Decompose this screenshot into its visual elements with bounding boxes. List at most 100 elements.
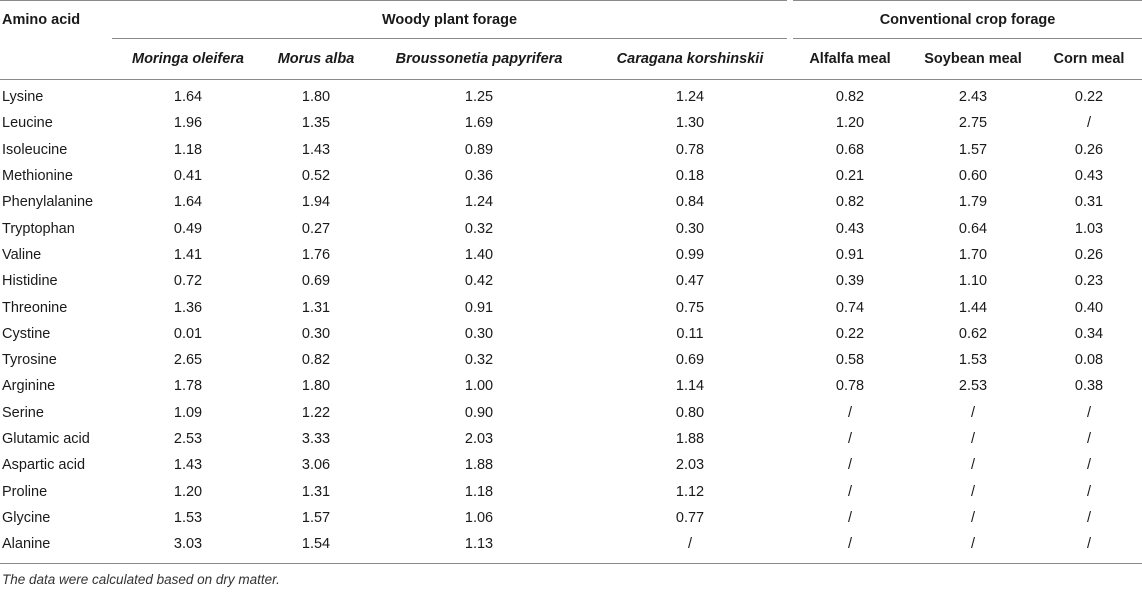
table-cell: 1.88	[464, 457, 494, 474]
amino-acid-name: Tyrosine	[2, 352, 57, 369]
amino-acid-table: Amino acid Woody plant forage Convention…	[0, 0, 1142, 564]
column-header: Soybean meal	[924, 51, 1022, 67]
amino-acid-name: Proline	[2, 483, 48, 500]
column-header: Corn meal	[1053, 51, 1125, 67]
table-row: Tyrosine 2.65 0.82 0.32 0.69 0.58 1.53 0.08	[0, 347, 1142, 373]
table-cell: 1.76	[301, 246, 331, 263]
amino-acid-name: Arginine	[2, 378, 56, 395]
table-cell: 1.40	[464, 246, 494, 263]
table-cell: 1.96	[173, 115, 203, 132]
amino-acid-name: Lysine	[2, 89, 44, 106]
table-cell: 0.82	[835, 194, 865, 211]
table-cell: 1.64	[173, 89, 203, 106]
table-cell: 0.31	[1074, 194, 1104, 211]
table-cell: 0.22	[1074, 89, 1104, 106]
table-cell: 1.06	[464, 509, 494, 526]
table-cell: /	[1087, 404, 1092, 421]
table-cell: 1.88	[675, 431, 705, 447]
table-cell: 0.77	[675, 509, 705, 526]
table-cell: /	[848, 431, 853, 447]
table-row: Threonine 1.36 1.31 0.91 0.75 0.74 1.44 0.40	[0, 294, 1142, 320]
table-cell: 0.11	[676, 325, 704, 342]
group-header-woody: Woody plant forage	[112, 0, 791, 39]
table-cell: 1.22	[301, 404, 331, 421]
table-cell: 1.53	[173, 509, 203, 526]
table-cell: /	[848, 536, 853, 553]
table-cell: 0.38	[1074, 378, 1104, 395]
table-cell: 0.62	[958, 325, 988, 342]
table-cell: 0.82	[301, 352, 331, 369]
table-cell: 0.60	[958, 168, 988, 185]
table-cell: 1.24	[675, 89, 705, 106]
table-cell: 1.18	[173, 141, 203, 158]
column-header: Caragana korshinskii	[616, 51, 764, 67]
table-cell: 0.82	[835, 89, 865, 106]
table-cell: /	[971, 431, 976, 447]
table-cell: 0.90	[464, 404, 494, 421]
table-row: Proline 1.20 1.31 1.18 1.12 / / /	[0, 478, 1142, 504]
table-cell: 1.31	[301, 483, 331, 500]
column-header: Moringa oleifera	[132, 51, 244, 67]
table-cell: 1.20	[173, 483, 203, 500]
table-cell: /	[1087, 431, 1092, 447]
table-cell: 0.26	[1074, 141, 1104, 158]
table-cell: 0.41	[173, 168, 203, 185]
table-cell: 0.08	[1074, 352, 1104, 369]
table-cell: 0.91	[464, 299, 494, 316]
table-cell: 0.52	[301, 168, 331, 185]
amino-acid-name: Leucine	[2, 115, 53, 132]
amino-acid-name: Valine	[2, 246, 42, 263]
amino-acid-name: Phenylalanine	[2, 194, 94, 211]
table-cell: 3.33	[301, 431, 331, 447]
table-cell: 0.75	[675, 299, 705, 316]
table-header: Amino acid Woody plant forage Convention…	[0, 0, 1142, 80]
table-row: Glutamic acid 2.53 3.33 2.03 1.88 / / /	[0, 426, 1142, 452]
amino-acid-name: Glutamic acid	[2, 431, 90, 447]
table-cell: 1.31	[301, 299, 331, 316]
corner-header: Amino acid	[2, 12, 81, 28]
table-cell: 0.78	[675, 141, 705, 158]
table-cell: 0.49	[173, 220, 203, 237]
table-cell: 0.72	[173, 273, 203, 290]
table-cell: 1.24	[464, 194, 494, 211]
amino-acid-name: Serine	[2, 404, 44, 421]
table-cell: 1.41	[173, 246, 203, 263]
table-cell: /	[971, 457, 976, 474]
table-cell: 0.69	[675, 352, 705, 369]
table-cell: 1.57	[958, 141, 988, 158]
group-header-conventional: Conventional crop forage	[787, 0, 1142, 39]
table-row: Phenylalanine 1.64 1.94 1.24 0.84 0.82 1.79 0.3…	[0, 189, 1142, 215]
table-cell: 0.43	[1074, 168, 1104, 185]
table-cell: /	[971, 404, 976, 421]
table-cell: 0.89	[464, 141, 494, 158]
table-row: Methionine 0.41 0.52 0.36 0.18 0.21 0.60 0.43	[0, 163, 1142, 189]
table-cell: 1.53	[958, 352, 988, 369]
amino-acid-name: Aspartic acid	[2, 457, 86, 474]
table-cell: 2.65	[173, 352, 203, 369]
amino-acid-name: Isoleucine	[2, 141, 68, 158]
table-cell: /	[1087, 483, 1092, 500]
table-cell: 0.22	[835, 325, 865, 342]
table-row: Aspartic acid 1.43 3.06 1.88 2.03 / / /	[0, 452, 1142, 478]
table-cell: 1.79	[958, 194, 988, 211]
table-cell: 1.00	[464, 378, 494, 395]
table-cell: 1.35	[301, 115, 331, 132]
table-row: Valine 1.41 1.76 1.40 0.99 0.91 1.70 0.26	[0, 242, 1142, 268]
table-cell: 1.80	[301, 378, 331, 395]
table-cell: 0.21	[835, 168, 865, 185]
table-footnote: The data were calculated based on dry ma…	[2, 572, 280, 588]
table-cell: 2.75	[958, 115, 988, 132]
table-cell: 1.18	[464, 483, 494, 500]
table-cell: 0.64	[958, 220, 988, 237]
table-cell: 0.69	[301, 273, 331, 290]
table-row: Alanine 3.03 1.54 1.13 / / / /	[0, 531, 1142, 564]
table-cell: /	[687, 536, 693, 553]
table-cell: 0.68	[835, 141, 865, 158]
table-cell: 2.03	[464, 431, 494, 447]
table-cell: 0.78	[835, 378, 865, 395]
table-cell: 0.91	[835, 246, 865, 263]
table-cell: 1.43	[301, 141, 331, 158]
table-cell: /	[848, 404, 853, 421]
amino-acid-table-container: Amino acid Woody plant forage Convention…	[0, 0, 1142, 587]
table-row: Glycine 1.53 1.57 1.06 0.77 / / /	[0, 505, 1142, 531]
